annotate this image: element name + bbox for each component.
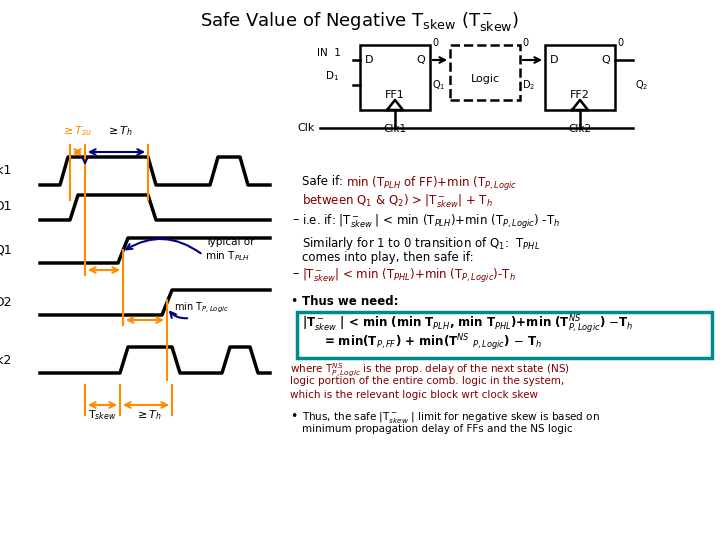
Text: |T$^-_{skew}$ | < min (min T$_{PLH}$, min T$_{PHL}$)+min (T$^{NS}_{P,Logic}$) $-: |T$^-_{skew}$ | < min (min T$_{PLH}$, mi… (302, 314, 634, 336)
Text: Clk2: Clk2 (568, 124, 592, 134)
Text: which is the relevant logic block wrt clock skew: which is the relevant logic block wrt cl… (290, 390, 538, 400)
Text: 0: 0 (522, 38, 528, 48)
Text: –: – (292, 267, 298, 280)
Text: Q: Q (416, 55, 425, 65)
Text: $\geq T_{su}$: $\geq T_{su}$ (61, 124, 93, 138)
Text: Thus we need:: Thus we need: (302, 295, 398, 308)
Text: Q$_2$: Q$_2$ (635, 78, 648, 92)
Text: •: • (290, 295, 297, 308)
Text: i.e. if: |T$^-_{skew}$ | < min (T$_{PLH}$)+min (T$_{P,Logic}$) -T$_h$: i.e. if: |T$^-_{skew}$ | < min (T$_{PLH}… (302, 213, 560, 231)
Text: $\geq T_h$: $\geq T_h$ (106, 124, 132, 138)
Text: 0: 0 (432, 38, 438, 48)
Text: FF2: FF2 (570, 90, 590, 100)
Text: min T$_{P,Logic}$: min T$_{P,Logic}$ (174, 301, 229, 315)
Text: 0: 0 (617, 38, 623, 48)
Text: between Q$_1$ & Q$_2$) > |T$^-_{skew}$| + T$_h$: between Q$_1$ & Q$_2$) > |T$^-_{skew}$| … (302, 192, 492, 210)
Text: $\geq T_h$: $\geq T_h$ (135, 408, 161, 422)
Text: Thus, the safe |T$^-_{skew}$ | limit for negative skew is based on: Thus, the safe |T$^-_{skew}$ | limit for… (302, 410, 600, 425)
Text: Safe Value of Negative T$_{\sf skew}$ (T$^-_{\sf skew}$): Safe Value of Negative T$_{\sf skew}$ (T… (200, 10, 520, 33)
Text: FF1: FF1 (385, 90, 405, 100)
Text: min (T$_{PLH}$ of FF)+min (T$_{P,Logic}$: min (T$_{PLH}$ of FF)+min (T$_{P,Logic}$ (346, 175, 517, 193)
Text: –: – (292, 213, 298, 226)
Text: Clk1: Clk1 (384, 124, 407, 134)
Text: D: D (365, 55, 374, 65)
Text: Clk2: Clk2 (0, 354, 12, 367)
Text: Q$_1$: Q$_1$ (432, 78, 446, 92)
Text: T$_{skew}$: T$_{skew}$ (88, 408, 117, 422)
Text: Q1: Q1 (0, 244, 12, 256)
Text: Similarly for 1 to 0 transition of Q$_1$:  T$_{PHL}$: Similarly for 1 to 0 transition of Q$_1$… (302, 235, 540, 252)
Text: IN  1: IN 1 (317, 48, 341, 58)
Text: D$_2$: D$_2$ (522, 78, 535, 92)
Bar (450, 45, 520, 100)
Text: Clk: Clk (297, 123, 315, 133)
Text: •: • (290, 410, 297, 423)
Text: D$_1$: D$_1$ (325, 69, 339, 83)
Text: D: D (550, 55, 559, 65)
Text: |T$^-_{skew}$| < min (T$_{PHL}$)+min (T$_{P,Logic}$)-T$_h$: |T$^-_{skew}$| < min (T$_{PHL}$)+min (T$… (302, 267, 516, 285)
Text: D1: D1 (0, 200, 12, 213)
Text: Typical or
min T$_{PLH}$: Typical or min T$_{PLH}$ (205, 237, 254, 263)
Text: comes into play, then safe if:: comes into play, then safe if: (302, 251, 474, 264)
Text: Clk1: Clk1 (0, 165, 12, 178)
Text: = min(T$_{P,FF}$) + min(T$^{NS}$ $_{P,Logic}$) $-$ T$_h$: = min(T$_{P,FF}$) + min(T$^{NS}$ $_{P,Lo… (324, 332, 542, 353)
Bar (360, 45, 430, 110)
Text: where T$^{NS}_{P,Logic}$ is the prop. delay of the next state (NS): where T$^{NS}_{P,Logic}$ is the prop. de… (290, 362, 570, 380)
Bar (545, 45, 615, 110)
Text: Q: Q (601, 55, 610, 65)
Text: Logic: Logic (470, 74, 500, 84)
Text: Safe if:: Safe if: (302, 175, 346, 188)
Text: logic portion of the entire comb. logic in the system,: logic portion of the entire comb. logic … (290, 376, 564, 386)
Text: D2: D2 (0, 295, 12, 308)
Bar (297, 312, 712, 358)
Text: minimum propagation delay of FFs and the NS logic: minimum propagation delay of FFs and the… (302, 424, 572, 434)
